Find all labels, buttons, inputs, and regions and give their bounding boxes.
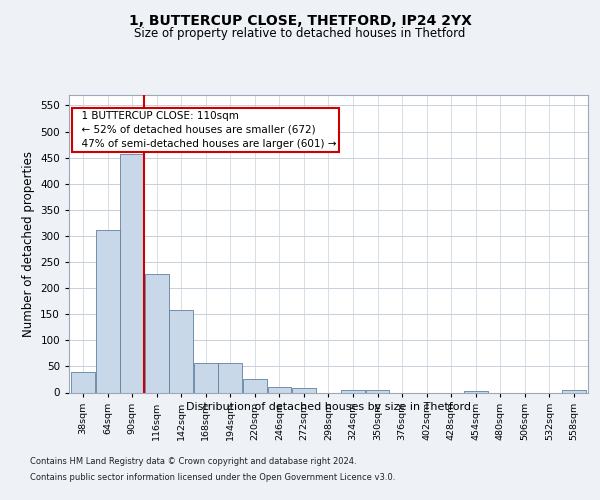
Bar [341,390,365,392]
Text: Contains HM Land Registry data © Crown copyright and database right 2024.: Contains HM Land Registry data © Crown c… [30,458,356,466]
Bar [243,380,267,392]
Bar [268,388,292,392]
Bar [292,388,316,392]
Bar [71,372,95,392]
Text: Size of property relative to detached houses in Thetford: Size of property relative to detached ho… [134,28,466,40]
Bar [562,390,586,392]
Bar [121,154,144,392]
Bar [365,390,389,392]
Bar [218,363,242,392]
Bar [194,363,218,392]
Bar [96,230,119,392]
Y-axis label: Number of detached properties: Number of detached properties [22,151,35,337]
Text: Distribution of detached houses by size in Thetford: Distribution of detached houses by size … [187,402,472,412]
Text: 1, BUTTERCUP CLOSE, THETFORD, IP24 2YX: 1, BUTTERCUP CLOSE, THETFORD, IP24 2YX [128,14,472,28]
Bar [169,310,193,392]
Text: 1 BUTTERCUP CLOSE: 110sqm
  ← 52% of detached houses are smaller (672)
  47% of : 1 BUTTERCUP CLOSE: 110sqm ← 52% of detac… [74,110,336,148]
Text: Contains public sector information licensed under the Open Government Licence v3: Contains public sector information licen… [30,472,395,482]
Bar [145,274,169,392]
